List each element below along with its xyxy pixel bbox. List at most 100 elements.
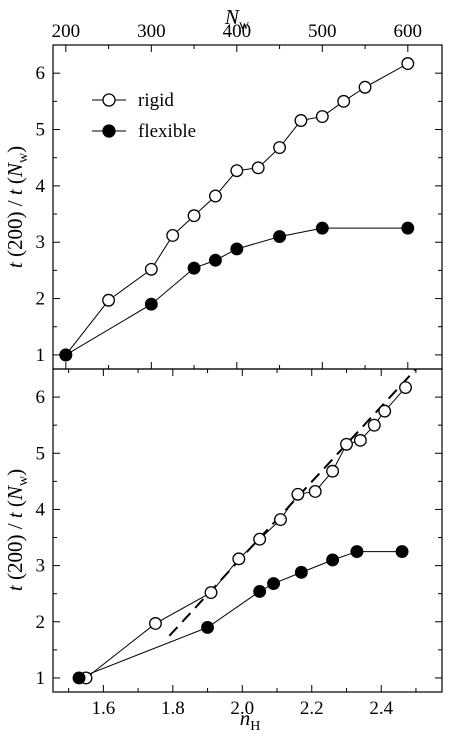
data-point-flexible	[144, 297, 158, 311]
y-tick-label: 6	[36, 387, 46, 408]
y-tick-label: 6	[36, 63, 46, 84]
data-point-rigid	[294, 114, 308, 127]
bottom-series-layer	[72, 368, 417, 685]
data-point-flexible	[326, 553, 340, 567]
top-y-label-n: N	[3, 162, 27, 178]
y-tick-label: 2	[36, 612, 46, 633]
y-tick-label: 3	[36, 556, 46, 577]
bottom-x-axis-label-main: n	[240, 706, 251, 730]
data-point-rigid	[230, 164, 244, 178]
series-line-rigid	[85, 387, 406, 679]
data-point-rigid	[204, 586, 218, 600]
bottom-y-label-sub: w	[16, 475, 31, 486]
data-point-rigid	[337, 94, 351, 108]
top-axis-ticks	[53, 45, 442, 369]
bottom-y-label-t1: t	[3, 584, 27, 591]
data-point-rigid	[187, 209, 201, 223]
bottom-tick-labels: 1.6 1.8 2.0 2.2 2.4 1 2 3 4 5 6	[36, 387, 394, 719]
data-point-rigid	[273, 141, 287, 155]
bottom-y-label-mid: (200) /	[3, 518, 27, 585]
top-x-axis-label-main: N	[224, 5, 240, 29]
data-point-flexible	[59, 348, 73, 362]
x-tick-label: 1.6	[91, 698, 115, 719]
data-point-rigid	[378, 404, 392, 418]
top-y-label-close: )	[3, 146, 27, 153]
top-y-label-t2: t	[3, 188, 27, 195]
data-point-rigid	[315, 110, 329, 124]
bottom-y-label-close: )	[3, 469, 27, 476]
bottom-y-label-t2: t	[3, 511, 27, 518]
data-point-rigid	[353, 433, 367, 447]
data-point-rigid	[102, 293, 116, 307]
data-point-flexible	[395, 545, 409, 559]
x-tick-label: 1.8	[161, 698, 185, 719]
data-point-rigid	[144, 262, 158, 276]
legend-label-flexible: flexible	[138, 121, 196, 142]
top-y-label-sub: w	[16, 152, 31, 163]
x-tick-label: 600	[394, 21, 423, 42]
bottom-y-label-open: (	[3, 500, 27, 512]
x-tick-label: 200	[52, 21, 81, 42]
x-tick-label: 2.4	[369, 698, 393, 719]
data-point-flexible	[253, 584, 267, 598]
x-tick-label: 2.0	[230, 698, 254, 719]
data-point-rigid	[208, 189, 222, 203]
data-point-flexible	[273, 230, 287, 244]
y-tick-label: 1	[36, 345, 46, 366]
data-point-rigid	[166, 229, 180, 242]
series-line-flexible	[78, 551, 403, 679]
x-tick-label: 2.2	[300, 698, 324, 719]
y-tick-label: 4	[36, 499, 46, 520]
y-tick-label: 4	[36, 176, 46, 197]
bottom-y-axis-label: t (200) / t (Nw)	[3, 469, 31, 591]
data-point-flexible	[401, 221, 415, 235]
y-tick-label: 5	[36, 443, 46, 464]
bottom-x-axis-label: nH	[240, 706, 261, 734]
top-panel-frame	[52, 44, 443, 370]
top-series-layer	[59, 57, 415, 362]
top-x-axis-label: Nw	[224, 5, 250, 33]
data-point-flexible	[187, 261, 201, 275]
top-y-label-mid: (200) /	[3, 195, 27, 262]
y-tick-label: 2	[36, 289, 46, 310]
top-tick-labels: 200 300 400 500 600 1 2 3 4 5 6	[36, 21, 423, 366]
y-tick-label: 5	[36, 120, 46, 141]
data-point-flexible	[267, 577, 280, 591]
legend: rigid flexible	[92, 90, 196, 142]
data-point-rigid	[251, 161, 265, 175]
y-tick-label: 1	[36, 668, 46, 689]
bottom-axis-ticks	[53, 369, 442, 692]
data-point-rigid	[253, 532, 267, 546]
top-y-label-open: (	[3, 177, 27, 189]
data-point-rigid	[308, 485, 322, 498]
data-point-rigid	[291, 487, 305, 501]
series-line-flexible	[65, 227, 408, 356]
data-point-rigid	[326, 464, 340, 478]
bottom-x-axis-label-sub: H	[250, 719, 260, 734]
data-point-flexible	[201, 620, 215, 634]
data-point-flexible	[350, 545, 364, 559]
data-point-rigid	[367, 418, 381, 432]
data-point-rigid	[232, 552, 246, 566]
data-point-rigid	[358, 80, 372, 94]
data-point-rigid	[340, 437, 353, 451]
top-x-axis-label-sub: w	[239, 18, 250, 33]
data-point-rigid	[401, 57, 415, 71]
x-tick-label: 400	[223, 21, 252, 42]
data-point-flexible	[72, 671, 86, 685]
x-tick-label: 300	[137, 21, 166, 42]
data-point-flexible	[294, 565, 308, 579]
legend-entry-flexible: flexible	[92, 121, 196, 142]
x-tick-label: 500	[308, 21, 337, 42]
bottom-panel: 1.6 1.8 2.0 2.2 2.4 1 2 3 4 5 6 nH t (200) / t (Nw…	[3, 368, 443, 734]
data-point-flexible	[230, 242, 244, 256]
legend-marker-filled-circle	[102, 124, 116, 138]
legend-marker-open-circle	[102, 93, 116, 107]
y-tick-label: 3	[36, 232, 46, 253]
legend-entry-rigid: rigid	[92, 90, 174, 111]
top-y-axis-label: t (200) / t (Nw)	[3, 146, 31, 268]
top-y-label-t1: t	[3, 261, 27, 268]
bottom-panel-frame	[52, 368, 443, 693]
